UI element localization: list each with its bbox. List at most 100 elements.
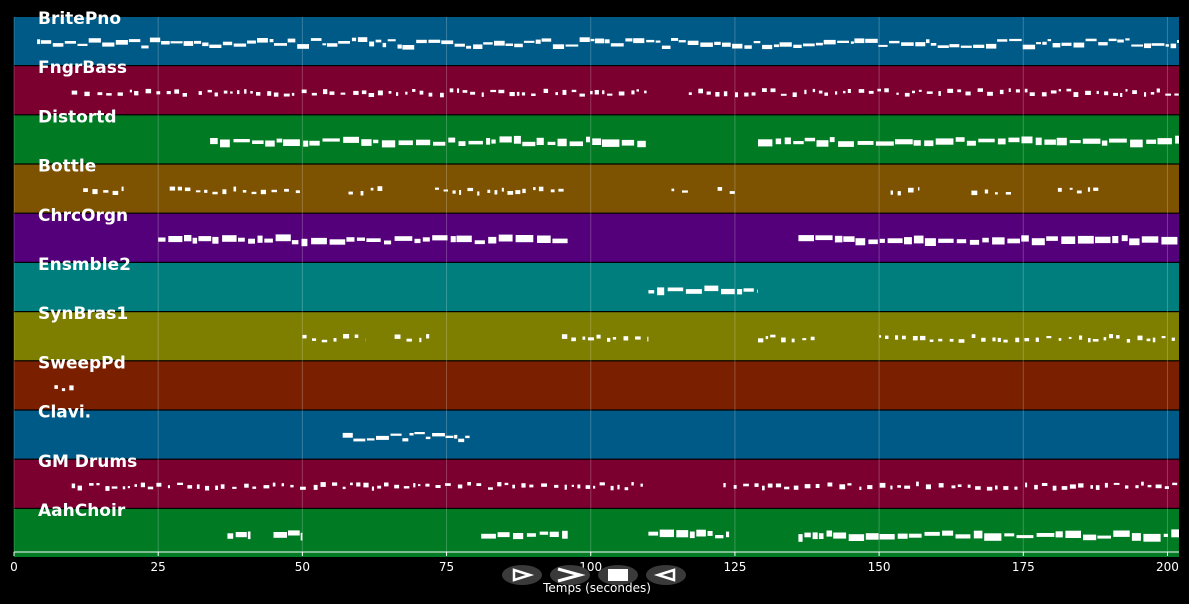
note (512, 484, 515, 489)
note (61, 388, 66, 392)
note (1163, 533, 1168, 537)
note (803, 43, 815, 47)
note (537, 235, 551, 243)
note (1069, 187, 1073, 190)
note (986, 486, 993, 491)
note (129, 89, 132, 93)
note (419, 337, 422, 343)
note (569, 141, 583, 147)
track-ensmble2[interactable] (14, 263, 1179, 311)
track-aahchoir[interactable] (14, 509, 1179, 557)
note (300, 486, 306, 490)
track-notes (302, 334, 1175, 343)
note (986, 43, 997, 49)
note (422, 237, 430, 242)
track-sweeppd[interactable] (14, 361, 1179, 410)
note (390, 433, 402, 436)
note (348, 191, 353, 195)
stop-button[interactable] (598, 565, 638, 585)
note (198, 236, 212, 242)
note (1009, 38, 1022, 42)
note (141, 45, 149, 49)
note (1065, 530, 1081, 538)
note (916, 481, 919, 487)
track-lane (14, 459, 1179, 508)
forward-button[interactable] (550, 565, 590, 585)
note (762, 485, 765, 491)
note (912, 90, 915, 94)
note (722, 42, 731, 47)
note (1005, 192, 1011, 195)
note (812, 88, 816, 93)
note (698, 88, 703, 94)
track-britepno[interactable] (14, 17, 1179, 65)
note (1050, 90, 1057, 94)
note (418, 484, 421, 487)
track-distortd[interactable] (14, 115, 1179, 164)
note (210, 138, 218, 145)
note (207, 89, 212, 93)
note (1004, 533, 1015, 537)
note (744, 45, 752, 49)
note (373, 139, 379, 144)
note (1174, 93, 1179, 96)
rewind-button[interactable] (646, 565, 686, 585)
track-synbras1[interactable] (14, 312, 1179, 361)
track-fngrbass[interactable] (14, 66, 1179, 115)
note (445, 435, 454, 438)
note (935, 138, 954, 145)
note (327, 43, 338, 47)
note (590, 38, 595, 42)
tick-label: 125 (723, 560, 746, 574)
note (895, 335, 899, 340)
note (105, 486, 110, 491)
note (384, 482, 389, 487)
note (247, 40, 256, 44)
note (744, 92, 749, 97)
note (215, 485, 218, 490)
note (997, 138, 1006, 145)
note (1003, 486, 1009, 490)
track-bottle[interactable] (14, 164, 1179, 213)
note (394, 236, 413, 241)
note (754, 483, 759, 487)
note (965, 91, 971, 96)
note (425, 483, 430, 487)
note (1079, 335, 1083, 340)
track-gm-drums[interactable] (14, 459, 1179, 508)
note (885, 335, 889, 339)
note (775, 483, 782, 488)
note (494, 40, 505, 46)
note (458, 141, 466, 146)
note (388, 91, 392, 94)
play-button[interactable] (502, 565, 542, 585)
note (1157, 138, 1172, 145)
note (1144, 43, 1151, 49)
note (174, 89, 180, 94)
note (594, 38, 604, 44)
note (661, 45, 671, 49)
note (868, 239, 878, 245)
track-label-bottle: Bottle (38, 157, 96, 177)
note (637, 140, 646, 148)
note (706, 91, 711, 95)
note (1034, 484, 1038, 490)
note (377, 90, 383, 96)
note (321, 339, 328, 343)
note (382, 42, 387, 48)
note (222, 41, 233, 46)
note (1146, 139, 1157, 144)
track-clavi[interactable] (14, 410, 1179, 459)
note (967, 484, 971, 488)
note (779, 42, 792, 47)
note (1095, 485, 1100, 490)
note (723, 483, 726, 488)
note (514, 43, 523, 48)
track-chrcorgn[interactable] (14, 213, 1179, 262)
note (858, 89, 865, 93)
note (223, 90, 228, 94)
note (984, 189, 989, 194)
note (997, 337, 1001, 342)
note (1044, 139, 1056, 145)
note (195, 190, 201, 193)
